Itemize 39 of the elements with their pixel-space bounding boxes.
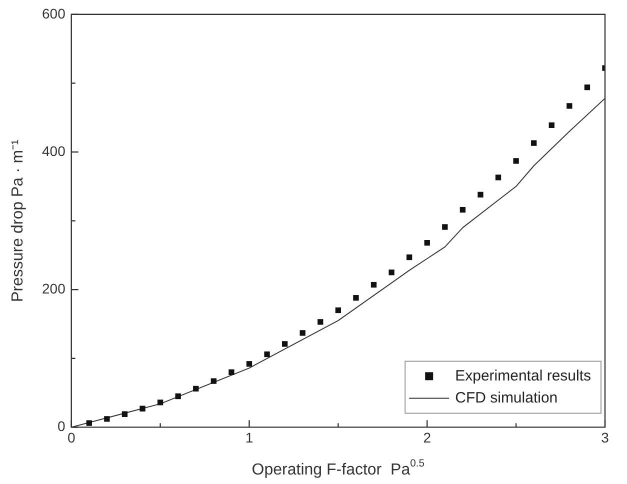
- point: [460, 206, 466, 213]
- x-tick-label: 1: [245, 429, 254, 446]
- point: [335, 307, 342, 314]
- point: [513, 158, 519, 164]
- point: [157, 400, 164, 406]
- point: [548, 122, 554, 128]
- point: [140, 406, 146, 412]
- point: [86, 420, 92, 426]
- point: [282, 341, 288, 347]
- y-tick-label: 200: [42, 280, 66, 296]
- point: [353, 295, 359, 301]
- point: [442, 224, 448, 230]
- point: [175, 393, 181, 400]
- point: [424, 240, 430, 246]
- point: [406, 254, 412, 260]
- point: [193, 386, 199, 392]
- legend-label: CFD simulation: [455, 389, 558, 406]
- point: [122, 411, 128, 417]
- point: [478, 192, 484, 198]
- y-axis-title: Pressure drop Pa · m⁻¹: [9, 140, 26, 302]
- point: [531, 140, 537, 146]
- point: [246, 361, 252, 367]
- y-tick-label: 0: [58, 418, 66, 434]
- point: [264, 351, 270, 358]
- x-tick-label: 2: [423, 429, 432, 446]
- legend-label: Experimental results: [455, 367, 592, 384]
- point: [566, 103, 572, 109]
- point: [388, 270, 394, 276]
- point: [318, 319, 324, 325]
- x-tick-label: 3: [601, 429, 610, 446]
- point: [584, 84, 590, 90]
- point: [300, 330, 306, 336]
- y-tick-label: 600: [42, 5, 66, 22]
- point: [370, 282, 377, 288]
- point: [228, 369, 234, 375]
- point: [210, 378, 216, 384]
- point: [104, 416, 110, 422]
- point: [495, 174, 502, 180]
- y-tick-label: 400: [42, 142, 66, 159]
